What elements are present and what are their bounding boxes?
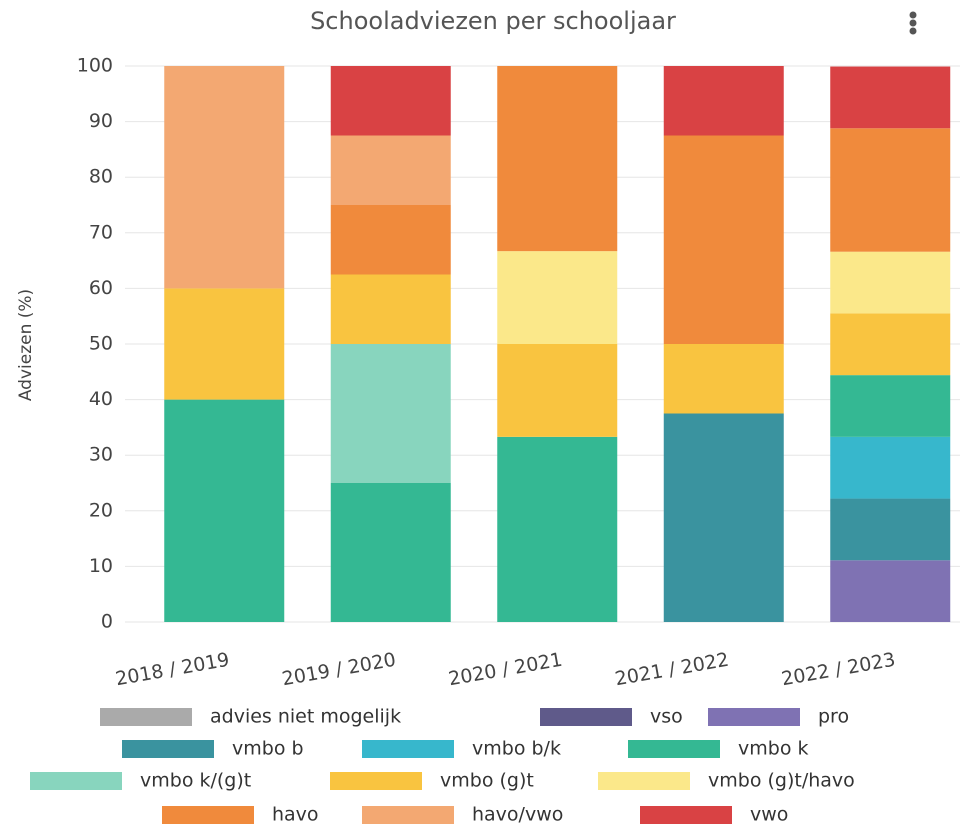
- bar-segment: [330, 205, 451, 275]
- menu-icon[interactable]: [909, 11, 917, 35]
- y-tick-label: 20: [89, 499, 113, 521]
- bar-segment: [830, 251, 951, 314]
- bar-segment: [663, 344, 784, 414]
- legend-label: advies niet mogelijk: [210, 706, 401, 728]
- menu-dot: [909, 19, 917, 27]
- y-tick-label: 0: [101, 611, 113, 633]
- legend-swatch: [598, 772, 690, 790]
- legend-label: havo/vwo: [472, 804, 563, 826]
- legend-swatch: [122, 740, 214, 758]
- legend-label: vso: [650, 706, 683, 728]
- bar-segment: [830, 66, 951, 129]
- bar-segment: [830, 498, 951, 561]
- legend-swatch: [330, 772, 422, 790]
- legend-swatch: [30, 772, 122, 790]
- legend-swatch: [540, 708, 632, 726]
- y-tick-label: 100: [77, 55, 113, 77]
- bar-segment: [497, 66, 618, 252]
- bar-segment: [497, 436, 618, 622]
- legend-swatch: [362, 740, 454, 758]
- bar-segment: [330, 483, 451, 622]
- y-tick-label: 30: [89, 444, 113, 466]
- bar-segment: [830, 560, 951, 622]
- legend-swatch: [640, 806, 732, 824]
- menu-dot: [909, 27, 917, 35]
- x-tick-label: 2022 / 2023: [780, 649, 897, 691]
- legend-swatch: [162, 806, 254, 824]
- y-axis-label: Adviezen (%): [16, 289, 36, 401]
- bar-segment: [497, 344, 618, 437]
- bar-segment: [497, 251, 618, 344]
- y-tick-label: 10: [89, 555, 113, 577]
- legend-label: vmbo (g)t/havo: [708, 770, 855, 792]
- legend-label: pro: [818, 706, 849, 728]
- chart-title: Schooladviezen per schooljaar: [310, 7, 676, 35]
- bar-segment: [830, 375, 951, 437]
- y-tick-label: 60: [89, 277, 113, 299]
- legend-swatch: [362, 806, 454, 824]
- bar-segment: [164, 288, 285, 400]
- bar-segment: [830, 128, 951, 252]
- bar-segment: [830, 313, 951, 376]
- bar-segment: [330, 135, 451, 205]
- bar-segment: [164, 66, 285, 289]
- legend-label: havo: [272, 804, 319, 826]
- bar-segment: [330, 274, 451, 344]
- y-tick-label: 90: [89, 110, 113, 132]
- legend-label: vmbo k/(g)t: [140, 770, 251, 792]
- bar-segment: [330, 66, 451, 136]
- legend-label: vwo: [750, 804, 788, 826]
- legend-label: vmbo b: [232, 738, 304, 760]
- bar-segment: [663, 66, 784, 136]
- x-tick-label: 2019 / 2020: [280, 649, 397, 691]
- menu-dot: [909, 11, 917, 19]
- y-tick-label: 50: [89, 333, 113, 355]
- legend-label: vmbo b/k: [472, 738, 561, 760]
- bar-segment: [663, 135, 784, 344]
- y-tick-label: 40: [89, 388, 113, 410]
- legend-label: vmbo (g)t: [440, 770, 534, 792]
- x-tick-label: 2021 / 2022: [613, 649, 730, 691]
- bar-segment: [164, 399, 285, 622]
- legend-swatch: [628, 740, 720, 758]
- legend-swatch: [100, 708, 192, 726]
- x-tick-label: 2020 / 2021: [447, 649, 564, 691]
- bar-segment: [330, 344, 451, 483]
- x-tick-label: 2018 / 2019: [114, 649, 231, 691]
- bar-segment: [663, 413, 784, 622]
- legend-swatch: [708, 708, 800, 726]
- y-tick-label: 70: [89, 221, 113, 243]
- legend-label: vmbo k: [738, 738, 808, 760]
- y-tick-label: 80: [89, 166, 113, 188]
- bar-segment: [830, 436, 951, 499]
